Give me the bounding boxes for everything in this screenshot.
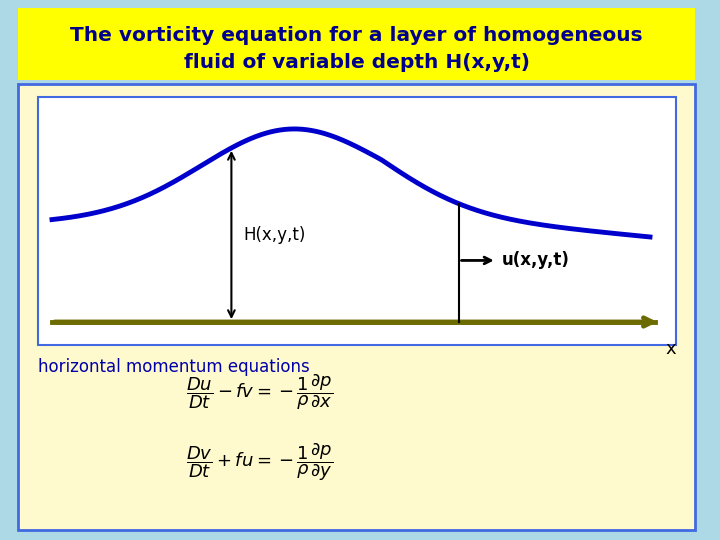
Text: u(x,y,t): u(x,y,t) [502,252,570,269]
Text: The vorticity equation for a layer of homogeneous: The vorticity equation for a layer of ho… [70,26,643,45]
Bar [18,84,695,530]
Bar [38,97,676,345]
Text: $\dfrac{Du}{Dt} - fv = -\dfrac{1}{\rho}\dfrac{\partial p}{\partial x}$: $\dfrac{Du}{Dt} - fv = -\dfrac{1}{\rho}\… [186,372,333,412]
Text: $\dfrac{Dv}{Dt} + fu = -\dfrac{1}{\rho}\dfrac{\partial p}{\partial y}$: $\dfrac{Dv}{Dt} + fu = -\dfrac{1}{\rho}\… [186,441,333,483]
Text: horizontal momentum equations: horizontal momentum equations [38,358,310,376]
Text: H(x,y,t): H(x,y,t) [243,226,306,244]
Text: x: x [665,340,675,358]
Bar [18,8,695,80]
Text: fluid of variable depth H(x,y,t): fluid of variable depth H(x,y,t) [184,52,529,71]
